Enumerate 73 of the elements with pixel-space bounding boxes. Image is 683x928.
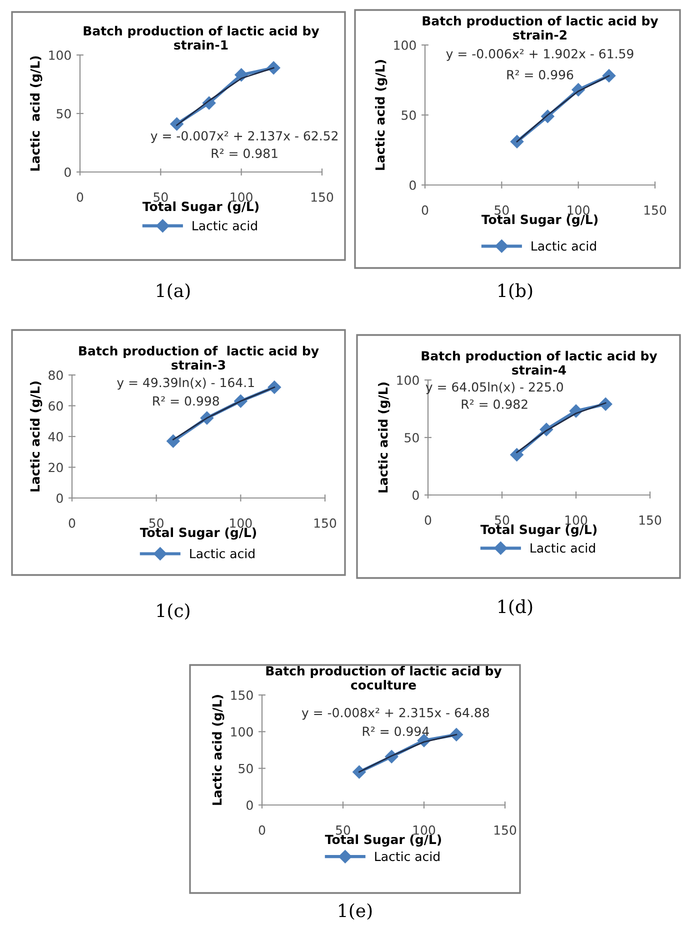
text: 1(d) (498, 599, 532, 616)
x-axis-title: Total Sugar (g/L) (324, 834, 442, 847)
x-tick-label: 0 (76, 192, 84, 202)
x-axis-title: Total Sugar (g/L) (140, 527, 256, 540)
x-tick-label: 100 (565, 515, 588, 525)
legend-label: Lactic acid (190, 548, 254, 558)
annotation: R² = 0.996 (507, 70, 574, 80)
text: 1(b) (498, 283, 532, 300)
legend-label: Lactic acid (532, 241, 596, 251)
x-tick-label: 50 (336, 825, 350, 835)
x-tick-label: 150 (314, 518, 336, 528)
y-tick-label: 100 (394, 40, 416, 50)
point (352, 765, 366, 779)
annotation: y = -0.007x² + 2.137x - 62.52 (150, 131, 338, 143)
y-tick-label: 100 (231, 727, 253, 737)
x-axis-title: Total Sugar (g/L) (481, 214, 598, 227)
text: 1(a) (157, 283, 190, 300)
y-tick-label: 150 (231, 690, 253, 700)
y-tick-label: 50 (238, 764, 253, 774)
y-tick-label: 50 (402, 110, 416, 120)
y-tick-label: 0 (56, 493, 63, 503)
y-tick-label: 50 (56, 108, 71, 118)
y-axis-title: Lactic acid (g/L) (375, 60, 388, 170)
chart-title: Batch production of lactic acid by strain-2 (422, 16, 658, 40)
point (166, 434, 180, 448)
y-tick-label: 80 (48, 370, 63, 380)
x-tick-label: 0 (424, 515, 432, 525)
x-tick-label: 50 (149, 518, 164, 528)
annotation: R² = 0.981 (212, 148, 278, 158)
annotation: y = 49.39ln(x) - 164.1 (117, 378, 254, 390)
x-tick-label: 50 (154, 192, 168, 202)
y-axis-title: Lactic acid (g/L) (30, 381, 42, 492)
annotation: R² = 0.982 (462, 399, 528, 409)
annotation: R² = 0.998 (153, 396, 219, 406)
y-tick-label: 0 (246, 800, 253, 810)
y-tick-label: 0 (410, 180, 416, 190)
legend-label: Lactic acid (192, 220, 257, 230)
y-tick-label: 50 (404, 432, 419, 442)
chart-title: Batch production of lactic acid by coculture (266, 666, 502, 690)
x-tick-label: 0 (258, 825, 266, 835)
chart-title: Batch production of lactic acid by strain-3 (79, 346, 319, 370)
y-axis-title: Lactic acid (g/L) (212, 694, 224, 805)
point (510, 448, 524, 462)
point (510, 135, 524, 148)
y-tick-label: 0 (412, 490, 419, 500)
y-axis-title: Lactic acid (g/L) (378, 382, 390, 492)
x-tick-label: 0 (422, 205, 428, 215)
x-tick-label: 150 (311, 192, 334, 202)
y-tick-label: 0 (64, 167, 71, 177)
legend-label: Lactic acid (375, 851, 440, 862)
legend-label: Lactic acid (530, 543, 595, 553)
x-axis-title: Total Sugar (g/L) (142, 201, 259, 214)
x-tick-label: 100 (568, 205, 590, 215)
annotation: y = -0.006x² + 1.902x - 61.59 (446, 48, 634, 61)
annotation: R² = 0.994 (362, 726, 429, 736)
x-tick-label: 150 (639, 515, 662, 525)
x-tick-label: 150 (644, 205, 666, 215)
x-axis-title: Total Sugar (g/L) (480, 524, 597, 537)
annotation: y = -0.008x² + 2.315x - 64.88 (302, 708, 489, 720)
y-tick-label: 60 (48, 401, 63, 411)
chart-title: Batch production of lactic acid by strain-1 (84, 26, 320, 50)
y-axis-title: Lactic acid (g/L) (30, 56, 42, 171)
chart-title: Batch production of lactic acid by strain-4 (422, 350, 658, 375)
y-tick-label: 100 (49, 50, 71, 60)
text: 1(c) (157, 603, 190, 620)
x-tick-label: 50 (495, 515, 510, 525)
y-tick-label: 20 (48, 462, 63, 472)
x-tick-label: 150 (494, 825, 516, 835)
text: 1(e) (339, 903, 372, 920)
x-tick-label: 50 (494, 205, 509, 215)
y-tick-label: 100 (397, 375, 419, 385)
y-tick-label: 40 (48, 432, 63, 442)
annotation: y = 64.05ln(x) - 225.0 (426, 382, 563, 394)
